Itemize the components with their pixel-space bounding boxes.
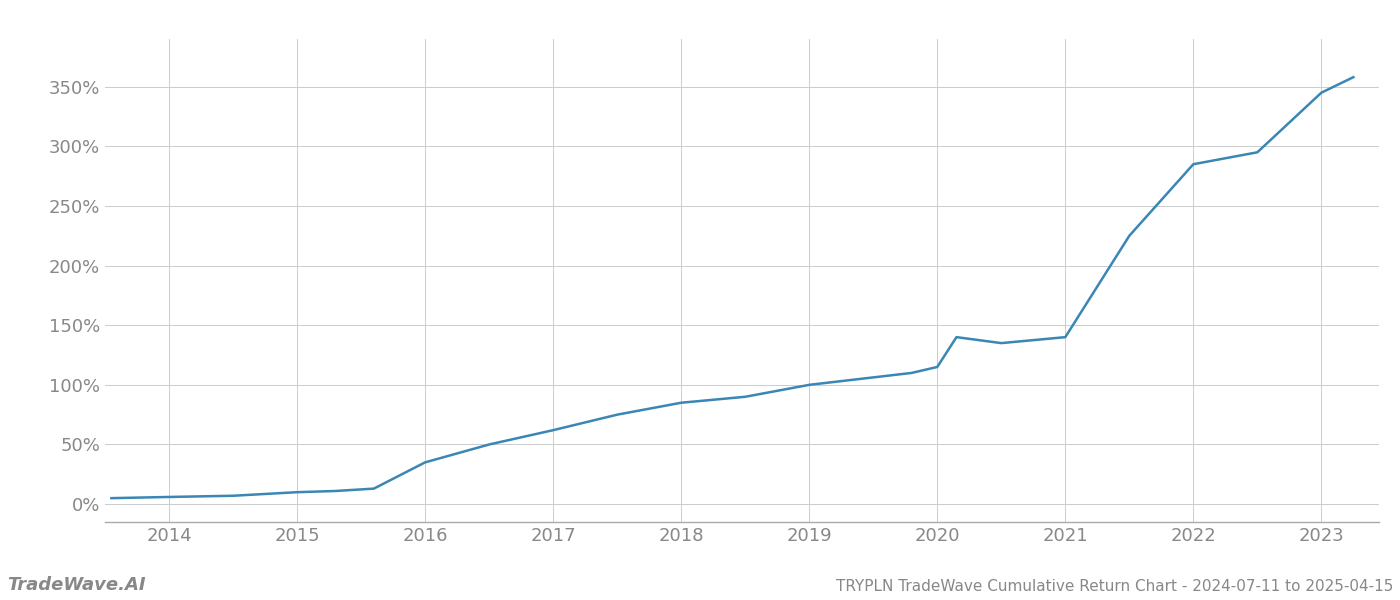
Text: TRYPLN TradeWave Cumulative Return Chart - 2024-07-11 to 2025-04-15: TRYPLN TradeWave Cumulative Return Chart… — [836, 579, 1393, 594]
Text: TradeWave.AI: TradeWave.AI — [7, 576, 146, 594]
